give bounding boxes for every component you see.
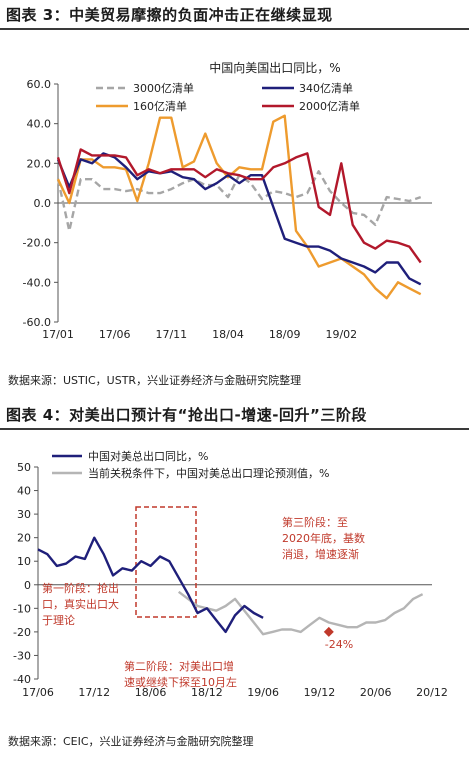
stage-one-label: 于理论 (42, 613, 75, 627)
chart-2-y-tick-label: -30 (13, 649, 31, 662)
chart-1-x-tick-label: 17/01 (42, 328, 74, 341)
chart-1-series-line (56, 170, 422, 233)
chart-2-legend-label: 当前关税条件下，中国对美总出口理论预测值，% (88, 466, 329, 480)
chart-2-y-tick-label: -20 (13, 626, 31, 639)
chart-2-y-tick-label: 10 (17, 555, 31, 568)
chart-1-y-tick-label: 60.0 (27, 78, 52, 91)
chart-1-series-line (56, 114, 422, 300)
chart-1-series-line (56, 152, 422, 286)
chart-2-x-tick-label: 20/12 (416, 686, 448, 699)
chart-2-y-tick-label: -10 (13, 602, 31, 615)
chart-1-legend-label: 2000亿清单 (299, 100, 360, 113)
stage-two-dashed-box (135, 506, 197, 618)
chart-1-title: 中国向美国出口同比，% (209, 60, 340, 75)
chart-2-legend-label: 中国对美总出口同比，% (88, 449, 208, 463)
chart-1-export-by-list: 60.0 40.0 20.0 0.0 -20.0 -40.0 -60.017/01 17/06… (23, 60, 432, 341)
chart-2-legend: 中国对美总出口同比，% 当前关税条件下，中国对美总出口理论预测值，% (52, 449, 329, 480)
chart-1-series-line (56, 148, 422, 264)
chart-1-y-tick-label: 40.0 (27, 118, 52, 131)
chart-2-y-tick-label: 40 (17, 485, 31, 498)
chart-1-x-tick-label: 18/09 (269, 328, 301, 341)
chart-2-y-tick-label: 20 (17, 532, 31, 545)
chart-2-y-tick-label: 30 (17, 508, 31, 521)
chart-1-legend-label: 160亿清单 (133, 100, 187, 113)
chart-2-y-tick-label: 0 (24, 579, 31, 592)
chart-2-x-tick-label: 18/12 (191, 686, 223, 699)
chart-1-x-tick-label: 17/11 (155, 328, 187, 341)
chart-2-marker-point (323, 626, 334, 637)
chart-2-point-label: -24% (325, 638, 353, 651)
chart-2-y-tick-label: -40 (13, 673, 31, 686)
chart-1-y-tick-label: 20.0 (27, 157, 52, 170)
chart-1-x-tick-label: 19/02 (325, 328, 357, 341)
chart-1-legend-label: 340亿清单 (299, 82, 353, 95)
chart-1-y-tick-label: -40.0 (23, 276, 51, 289)
chart-2-x-tick-label: 19/12 (304, 686, 336, 699)
figure-4-title: 图表 4：对美出口预计有“抢出口-增速-回升”三阶段 (0, 400, 469, 430)
chart-1-y-tick-label: -60.0 (23, 316, 51, 329)
figure-3-title: 图表 3：中美贸易摩擦的负面冲击正在继续显现 (0, 0, 469, 30)
chart-1-y-tick-label: 0.0 (34, 197, 52, 210)
chart-2-y-tick-label: 50 (17, 461, 31, 474)
chart-1-y-tick-label: -20.0 (23, 237, 51, 250)
stage-three-label: 消退，增速逐渐 (282, 547, 359, 561)
figure-4-source: 数据来源：CEIC，兴业证券经济与金融研究院整理 (8, 735, 254, 748)
stage-one-label: 口，真实出口大 (42, 597, 119, 611)
chart-2-x-tick-label: 18/06 (135, 686, 167, 699)
chart-1-x-tick-label: 17/06 (99, 328, 131, 341)
figure-3-source: 数据来源：USTIC，USTR，兴业证券经济与金融研究院整理 (8, 374, 302, 387)
chart-2-x-tick-label: 17/06 (22, 686, 54, 699)
chart-2-x-tick-label: 19/06 (247, 686, 279, 699)
chart-1-legend: 3000亿清单 340亿清单 160亿清单 2000亿清单 (96, 82, 360, 113)
chart-2-series-line (37, 536, 264, 634)
stage-three-label: 2020年底，基数 (282, 531, 365, 545)
stage-two-label: 第二阶段：对美出口增 (124, 659, 234, 673)
chart-1-x-tick-label: 18/04 (212, 328, 244, 341)
stage-three-label: 第三阶段：至 (282, 515, 348, 529)
stage-one-label: 第一阶段：抢出 (42, 581, 119, 595)
stage-two-label: 速或继续下探至10月左 (124, 675, 237, 689)
chart-2-x-tick-label: 20/06 (360, 686, 392, 699)
chart-1-legend-label: 3000亿清单 (133, 82, 194, 95)
chart-2-series-line (177, 590, 424, 636)
chart-2-x-tick-label: 17/12 (78, 686, 110, 699)
